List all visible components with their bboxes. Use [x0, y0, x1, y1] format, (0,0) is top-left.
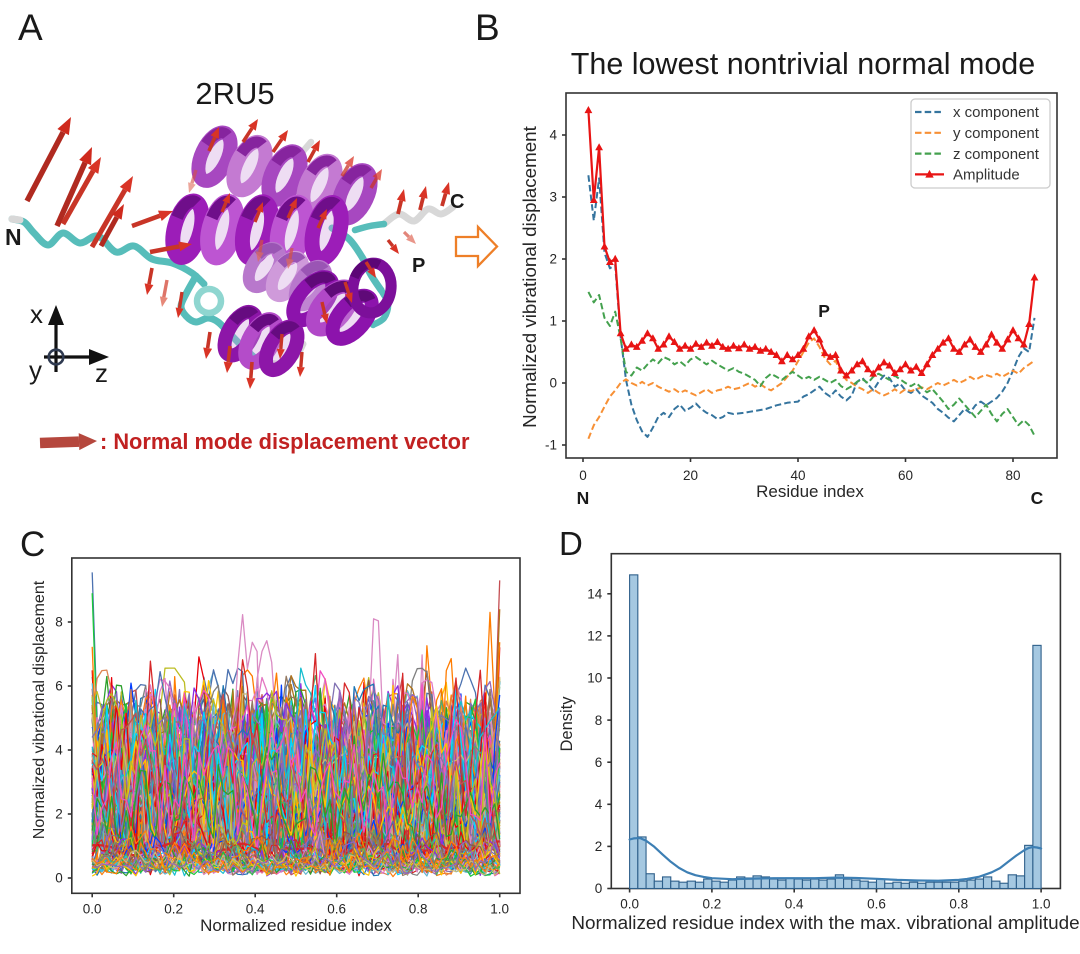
svg-text:0.2: 0.2	[703, 897, 722, 912]
svg-text:4: 4	[549, 128, 557, 143]
svg-text:2: 2	[549, 252, 557, 267]
svg-text:Amplitude: Amplitude	[953, 167, 1020, 184]
svg-text:C: C	[20, 525, 45, 564]
svg-text:0.4: 0.4	[785, 897, 804, 912]
svg-text:0: 0	[549, 376, 557, 391]
svg-text:N: N	[577, 488, 590, 508]
svg-text:0.4: 0.4	[246, 901, 265, 916]
svg-text:Normalized residue index with: Normalized residue index with the max. v…	[571, 913, 1079, 934]
svg-text:D: D	[559, 525, 583, 562]
svg-text:0.8: 0.8	[409, 901, 428, 916]
svg-text:2: 2	[55, 807, 63, 822]
svg-text:A: A	[18, 7, 43, 48]
svg-text:-1: -1	[545, 438, 557, 453]
svg-text:C: C	[1031, 488, 1044, 508]
svg-text:12: 12	[587, 629, 602, 644]
svg-text:1.0: 1.0	[490, 901, 509, 916]
svg-text:The lowest nontrivial normal m: The lowest nontrivial normal mode	[571, 47, 1036, 81]
svg-text:Normalized residue index: Normalized residue index	[200, 916, 392, 935]
svg-text:8: 8	[595, 713, 603, 728]
svg-text:6: 6	[55, 679, 63, 694]
svg-text:0.0: 0.0	[83, 901, 102, 916]
svg-text:0.6: 0.6	[867, 897, 886, 912]
svg-text:Residue index: Residue index	[756, 482, 864, 501]
svg-text:60: 60	[898, 468, 913, 483]
svg-text:P: P	[818, 301, 830, 321]
svg-text:0.8: 0.8	[949, 897, 968, 912]
svg-text:Normalized vibrational displac: Normalized vibrational displacement	[30, 580, 48, 839]
svg-text:0: 0	[595, 881, 603, 896]
svg-text:P: P	[412, 255, 425, 277]
svg-text:N: N	[5, 224, 22, 250]
svg-text:3: 3	[549, 190, 557, 205]
svg-text:2: 2	[595, 839, 603, 854]
svg-text:: Normal mode displacement vec: : Normal mode displacement vector	[100, 429, 470, 454]
svg-text:z component: z component	[953, 146, 1040, 163]
svg-text:20: 20	[683, 468, 698, 483]
svg-text:0: 0	[579, 468, 587, 483]
svg-text:2RU5: 2RU5	[195, 76, 274, 111]
svg-text:Normalized vibrational displac: Normalized vibrational displacement	[519, 125, 540, 427]
svg-text:0.2: 0.2	[164, 901, 183, 916]
svg-text:Density: Density	[558, 696, 576, 752]
svg-text:1: 1	[549, 314, 557, 329]
svg-text:y: y	[29, 355, 42, 385]
svg-text:40: 40	[790, 468, 805, 483]
svg-text:x component: x component	[953, 104, 1040, 121]
svg-text:10: 10	[587, 671, 602, 686]
svg-text:8: 8	[55, 615, 63, 630]
svg-text:4: 4	[595, 797, 603, 812]
svg-text:80: 80	[1005, 468, 1020, 483]
svg-text:z: z	[95, 358, 108, 388]
svg-text:0: 0	[55, 871, 63, 886]
svg-text:1.0: 1.0	[1032, 897, 1051, 912]
svg-text:4: 4	[55, 743, 63, 758]
svg-text:6: 6	[595, 755, 603, 770]
svg-text:14: 14	[587, 587, 603, 602]
svg-text:0.0: 0.0	[620, 897, 639, 912]
svg-text:y component: y component	[953, 125, 1040, 142]
svg-text:C: C	[450, 191, 464, 213]
svg-text:B: B	[475, 7, 500, 48]
svg-text:x: x	[30, 299, 43, 329]
svg-text:0.6: 0.6	[327, 901, 346, 916]
